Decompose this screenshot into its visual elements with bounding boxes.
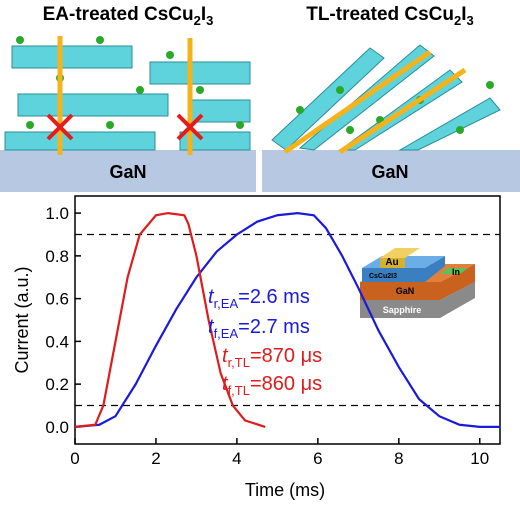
annotation-subscript: f,EA (214, 326, 239, 341)
annotation-text: =860 μs (250, 373, 322, 395)
data-line (74, 211, 266, 428)
annotation-subscript: f,TL (228, 383, 250, 398)
y-tick-label: 0.0 (45, 418, 69, 437)
schematic: EA-treated CsCu2I3 TL-treated CsCu2I3 Ga… (0, 4, 520, 192)
annotation-subscript: r,TL (228, 355, 250, 370)
annotation-text: =2.7 ms (238, 316, 310, 338)
crystal-right (271, 44, 501, 151)
x-tick-label: 8 (394, 449, 403, 468)
x-tick-label: 2 (151, 449, 160, 468)
y-tick-label: 0.6 (45, 290, 69, 309)
substrate-label: GaN (371, 162, 408, 182)
data-line (74, 211, 500, 428)
substrate-right (262, 150, 520, 192)
y-tick-label: 1.0 (45, 204, 69, 223)
crystal-left (4, 45, 251, 151)
y-tick-label: 0.8 (45, 247, 69, 266)
annotation-text: =870 μs (250, 345, 322, 367)
annotation: tf,TL=860 μs (222, 373, 322, 398)
substrate-left (0, 150, 256, 192)
x-tick-label: 0 (70, 449, 79, 468)
x-tick-label: 4 (232, 449, 241, 468)
plot-frame (74, 195, 501, 445)
panel-title: TL-treated CsCu2I3 (306, 4, 474, 28)
annotation-symbol: t (208, 286, 215, 308)
inset-label: GaN (396, 286, 415, 296)
arrows (57, 36, 467, 155)
inset-label: CsCu2I3 (369, 273, 397, 280)
annotation-subscript: r,EA (214, 296, 239, 311)
annotation: tf,EA=2.7 ms (208, 316, 310, 341)
annotation-text: =2.6 ms (238, 286, 310, 308)
annotation: tr,EA=2.6 ms (208, 286, 310, 311)
device-inset: Au In CsCu2I3 GaN Sapphire (360, 248, 475, 318)
annotation: tr,TL=870 μs (222, 345, 322, 370)
annotation-symbol: t (222, 345, 229, 367)
inset-label: Au (385, 257, 398, 268)
x-tick-label: 10 (470, 449, 489, 468)
substrate-label: GaN (109, 162, 146, 182)
panel-title: EA-treated CsCu2I3 (43, 4, 214, 28)
inset-label: Sapphire (383, 305, 422, 315)
x-tick-label: 6 (313, 449, 322, 468)
annotation-symbol: t (208, 316, 215, 338)
x-axis-label: Time (ms) (245, 480, 325, 500)
block-marks (46, 113, 204, 141)
annotation-symbol: t (222, 373, 229, 395)
y-axis-label: Current (a.u.) (12, 266, 32, 373)
y-tick-label: 0.4 (45, 332, 69, 351)
inset-label: In (452, 267, 460, 277)
y-tick-label: 0.2 (45, 375, 69, 394)
